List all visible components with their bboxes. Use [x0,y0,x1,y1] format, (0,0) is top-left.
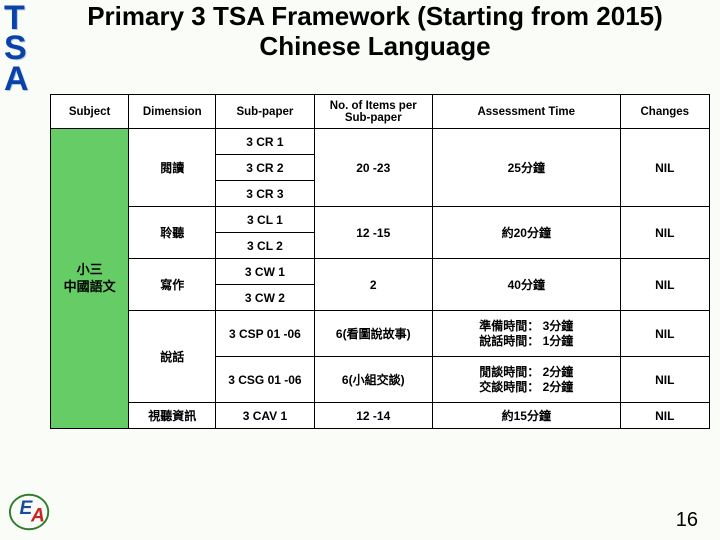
time-cell: 40分鐘 [432,259,620,311]
subpaper-cell: 3 CR 1 [216,129,314,155]
framework-table-container: Subject Dimension Sub-paper No. of Items… [50,94,710,429]
items-cell: 12 -15 [314,207,432,259]
time-cell: 閒談時間： 2分鐘交談時間： 2分鐘 [432,357,620,403]
items-cell: 12 -14 [314,403,432,429]
changes-cell: NIL [620,259,709,311]
subpaper-cell: 3 CL 1 [216,207,314,233]
table-row: 聆聽 3 CL 1 12 -15 約20分鐘 NIL [51,207,710,233]
table-row: 視聽資訊 3 CAV 1 12 -14 約15分鐘 NIL [51,403,710,429]
changes-cell: NIL [620,357,709,403]
tsa-letter: A [4,63,44,95]
hdr-subject: Subject [51,95,129,129]
page-number: 16 [676,509,698,532]
subpaper-cell: 3 CW 1 [216,259,314,285]
changes-cell: NIL [620,403,709,429]
subject-cell: 小三中國語文 [51,129,129,429]
hdr-changes: Changes [620,95,709,129]
title-line2: Chinese Language [259,31,490,61]
time-text: 準備時間： 3分鐘說話時間： 1分鐘 [479,319,573,348]
svg-text:A: A [30,506,45,527]
changes-cell: NIL [620,311,709,357]
framework-table: Subject Dimension Sub-paper No. of Items… [50,94,710,429]
subject-label: 小三中國語文 [64,262,116,293]
time-cell: 25分鐘 [432,129,620,207]
items-cell: 6(看圖說故事) [314,311,432,357]
time-cell: 準備時間： 3分鐘說話時間： 1分鐘 [432,311,620,357]
time-cell: 約15分鐘 [432,403,620,429]
hdr-items: No. of Items per Sub-paper [314,95,432,129]
subpaper-cell: 3 CSP 01 -06 [216,311,314,357]
table-row: 小三中國語文 閱讀 3 CR 1 20 -23 25分鐘 NIL [51,129,710,155]
dim-reading: 閱讀 [129,129,216,207]
items-cell: 20 -23 [314,129,432,207]
table-header-row: Subject Dimension Sub-paper No. of Items… [51,95,710,129]
subpaper-cell: 3 CR 3 [216,181,314,207]
time-text: 閒談時間： 2分鐘交談時間： 2分鐘 [479,365,573,394]
subpaper-cell: 3 CAV 1 [216,403,314,429]
changes-cell: NIL [620,129,709,207]
dim-listening: 聆聽 [129,207,216,259]
subpaper-cell: 3 CSG 01 -06 [216,357,314,403]
changes-cell: NIL [620,207,709,259]
page-title: Primary 3 TSA Framework (Starting from 2… [40,0,710,62]
title-line1: Primary 3 TSA Framework (Starting from 2… [87,1,663,31]
time-cell: 約20分鐘 [432,207,620,259]
dim-av: 視聽資訊 [129,403,216,429]
items-cell: 6(小組交談) [314,357,432,403]
table-row: 說話 3 CSP 01 -06 6(看圖說故事) 準備時間： 3分鐘說話時間： … [51,311,710,357]
hdr-time: Assessment Time [432,95,620,129]
subpaper-cell: 3 CL 2 [216,233,314,259]
tsa-vertical-label: T S A [4,2,44,93]
hdr-dimension: Dimension [129,95,216,129]
items-cell: 2 [314,259,432,311]
ea-logo-icon: E A [8,490,54,534]
table-row: 寫作 3 CW 1 2 40分鐘 NIL [51,259,710,285]
dim-writing: 寫作 [129,259,216,311]
hdr-subpaper: Sub-paper [216,95,314,129]
subpaper-cell: 3 CR 2 [216,155,314,181]
subpaper-cell: 3 CW 2 [216,285,314,311]
dim-speaking: 說話 [129,311,216,403]
